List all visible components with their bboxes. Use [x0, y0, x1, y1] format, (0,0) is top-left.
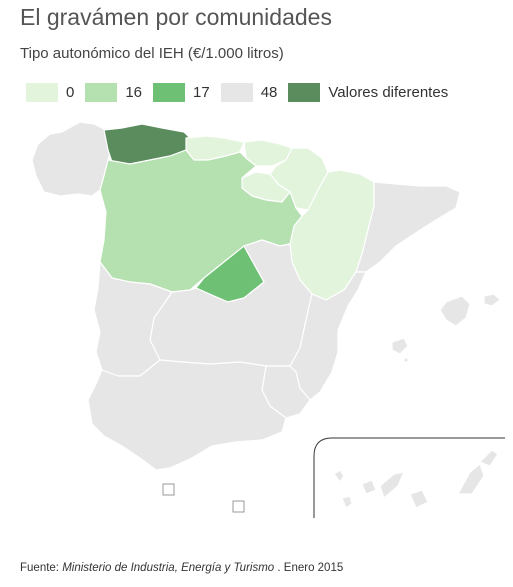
- region-canarias[interactable]: [341, 495, 353, 509]
- region-islas-baleares[interactable]: [483, 293, 501, 307]
- region-islas-baleares[interactable]: [439, 295, 471, 327]
- chart-subtitle: Tipo autonómico del IEH (€/1.000 litros): [20, 45, 284, 62]
- legend-label: 48: [260, 83, 278, 101]
- region-islas-baleares[interactable]: [391, 337, 409, 355]
- region-canarias[interactable]: [479, 449, 499, 467]
- region-canarias[interactable]: [457, 463, 485, 495]
- region-comunidad-valenciana[interactable]: [289, 271, 367, 401]
- canarias-inset-frame: [313, 437, 505, 518]
- legend-item-16: 16: [85, 82, 143, 102]
- source-note: Fuente: Ministerio de Industria, Energía…: [20, 562, 343, 574]
- legend-label: 17: [193, 83, 210, 101]
- source-suffix: . Enero 2015: [274, 562, 344, 574]
- region-galicia[interactable]: [31, 121, 113, 197]
- legend-label: Valores diferentes: [328, 83, 449, 101]
- legend-swatch: [153, 82, 186, 102]
- legend: 0 16 17 48 Valores diferentes: [26, 82, 459, 102]
- region-andalucia[interactable]: [87, 359, 287, 471]
- region-canarias[interactable]: [333, 469, 345, 483]
- legend-label: 0: [66, 83, 75, 101]
- legend-swatch: [288, 82, 321, 102]
- legend-item-48: 48: [220, 82, 278, 102]
- legend-item-0: 0: [26, 82, 75, 102]
- source-entity: Ministerio de Industria, Energía y Turis…: [62, 562, 275, 574]
- source-prefix: Fuente:: [20, 562, 63, 574]
- spain-map: [31, 121, 505, 518]
- region-canarias[interactable]: [361, 479, 377, 495]
- legend-item-valores-diferentes: Valores diferentes: [288, 82, 449, 102]
- legend-label: 16: [125, 83, 143, 101]
- region-canarias[interactable]: [379, 471, 405, 499]
- region-ceuta[interactable]: [162, 483, 175, 496]
- legend-swatch: [85, 82, 118, 102]
- region-canarias[interactable]: [409, 489, 429, 509]
- region-melilla[interactable]: [232, 500, 245, 513]
- region-cataluna[interactable]: [355, 181, 461, 273]
- chart-title: El gravámen por comunidades: [20, 4, 332, 30]
- legend-swatch: [220, 82, 253, 102]
- legend-swatch: [26, 82, 58, 102]
- region-islas-baleares[interactable]: [403, 357, 409, 363]
- legend-item-17: 17: [153, 82, 210, 102]
